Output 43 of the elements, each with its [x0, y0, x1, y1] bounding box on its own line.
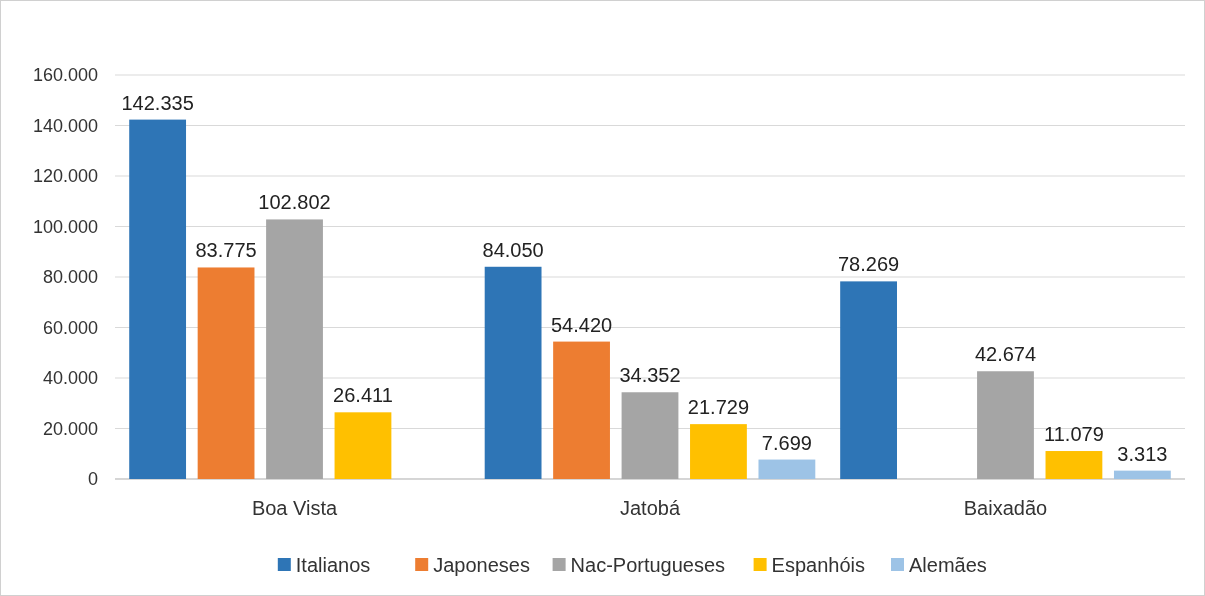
- y-tick-label: 140.000: [32, 115, 98, 136]
- bar: [197, 267, 255, 479]
- y-tick-label: 160.000: [32, 65, 98, 85]
- y-tick-label: 100.000: [32, 216, 98, 237]
- data-label: 42.674: [974, 343, 1037, 366]
- legend-label: Japoneses: [433, 554, 530, 576]
- bar: [334, 412, 392, 479]
- data-label: 142.335: [121, 91, 194, 114]
- data-label: 83.775: [195, 239, 257, 262]
- data-label: 102.802: [258, 191, 331, 214]
- bar: [266, 219, 323, 479]
- y-tick-label: 20.000: [42, 418, 98, 439]
- x-tick-label: Jatobá: [619, 497, 681, 519]
- data-label: 7.699: [761, 431, 812, 454]
- bar: [484, 266, 542, 479]
- data-label: 84.050: [482, 238, 544, 261]
- bar: [1045, 451, 1103, 479]
- bar: [758, 459, 816, 479]
- data-label: 21.729: [687, 396, 750, 419]
- bar: [840, 281, 897, 479]
- bar: [1113, 470, 1171, 479]
- legend-label: Espanhóis: [771, 554, 866, 576]
- bar: [129, 119, 187, 479]
- data-label: 54.420: [550, 313, 613, 336]
- data-label: 3.313: [1117, 442, 1168, 465]
- y-tick-label: 60.000: [42, 317, 98, 338]
- y-tick-label: 0: [87, 469, 98, 489]
- legend-label: Nac-Portugueses: [570, 554, 726, 576]
- y-tick-label: 80.000: [42, 267, 98, 287]
- bar: [977, 371, 1034, 479]
- y-tick-label: 40.000: [42, 368, 98, 388]
- bar: [621, 392, 679, 479]
- legend-label: Italianos: [295, 554, 371, 576]
- x-tick-label: Boa Vista: [251, 497, 339, 519]
- x-tick-label: Baixadão: [963, 497, 1048, 519]
- data-label: 26.411: [333, 384, 393, 407]
- data-label: 34.352: [619, 364, 681, 387]
- y-tick-label: 120.000: [32, 166, 98, 186]
- data-label: 78.269: [838, 253, 900, 276]
- data-label: 11.079: [1044, 423, 1104, 446]
- bar: [690, 424, 747, 479]
- bar: [553, 341, 610, 479]
- legend-label: Alemães: [909, 554, 987, 576]
